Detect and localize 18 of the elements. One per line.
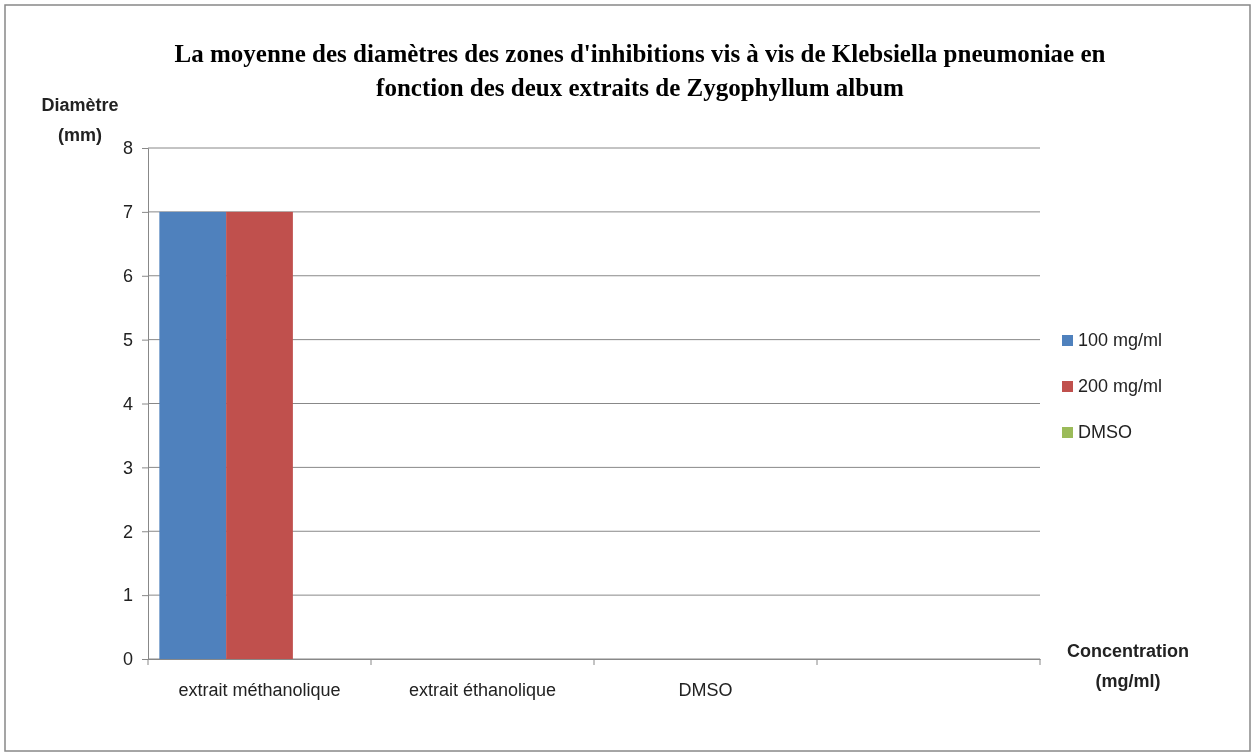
y-tick-label: 7 <box>122 202 133 223</box>
x-tick-label: extrait méthanolique <box>178 680 341 700</box>
x-axis-title: Concentration (mg/ml) <box>1066 641 1190 691</box>
legend-label: 200 mg/ml <box>1078 376 1163 396</box>
y-tick-label: 5 <box>122 329 133 350</box>
x-tick-label: extrait éthanolique <box>408 680 557 700</box>
y-tick-label: 3 <box>122 457 133 478</box>
y-tick-label: 1 <box>122 585 133 606</box>
legend-label: DMSO <box>1078 422 1132 442</box>
y-tick-label: 6 <box>122 266 133 287</box>
y-tick-label: 2 <box>122 521 133 542</box>
y-tick-label: 0 <box>122 649 133 670</box>
chart-title: La moyenne des diamètres des zones d'inhibitions vis à vis de Klebsiella pneumoniae en fonction des deux extraits de Zygophyllum album <box>174 40 1106 101</box>
y-tick-label: 8 <box>122 138 133 159</box>
y-axis-title: Diamètre (mm) <box>41 95 119 145</box>
legend-label: 100 mg/ml <box>1078 330 1163 350</box>
x-tick-label: DMSO <box>678 680 733 700</box>
y-tick-label: 4 <box>122 393 133 414</box>
